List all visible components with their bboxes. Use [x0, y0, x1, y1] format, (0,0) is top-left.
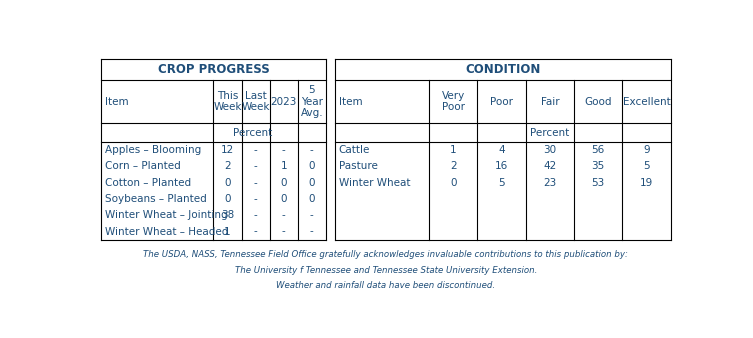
Text: CROP PROGRESS: CROP PROGRESS	[157, 63, 270, 76]
Text: -: -	[254, 145, 258, 155]
Text: Item: Item	[339, 97, 362, 106]
Text: 35: 35	[592, 162, 605, 171]
Text: CONDITION: CONDITION	[465, 63, 541, 76]
Text: Percent: Percent	[530, 127, 569, 138]
Text: The University f Tennessee and Tennessee State University Extension.: The University f Tennessee and Tennessee…	[235, 266, 537, 275]
Text: Cattle: Cattle	[339, 145, 370, 155]
Text: 0: 0	[280, 178, 287, 188]
Text: Winter Wheat – Jointing: Winter Wheat – Jointing	[105, 210, 227, 220]
Text: 5: 5	[643, 162, 650, 171]
Text: -: -	[254, 178, 258, 188]
Text: The USDA, NASS, Tennessee Field Office gratefully acknowledges invaluable contri: The USDA, NASS, Tennessee Field Office g…	[144, 250, 628, 259]
Text: -: -	[282, 226, 285, 237]
Text: 53: 53	[592, 178, 605, 188]
Text: This
Week: This Week	[213, 91, 242, 113]
Text: 9: 9	[643, 145, 650, 155]
Text: 0: 0	[309, 162, 315, 171]
Text: Weather and rainfall data have been discontinued.: Weather and rainfall data have been disc…	[276, 281, 495, 290]
Text: -: -	[254, 194, 258, 204]
Text: 1: 1	[280, 162, 287, 171]
Text: 0: 0	[450, 178, 456, 188]
Text: Pasture: Pasture	[339, 162, 377, 171]
Text: 1: 1	[450, 145, 456, 155]
Text: 42: 42	[543, 162, 556, 171]
Text: Soybeans – Planted: Soybeans – Planted	[105, 194, 206, 204]
Text: -: -	[310, 226, 314, 237]
Text: -: -	[310, 145, 314, 155]
Text: -: -	[254, 162, 258, 171]
Text: 2: 2	[224, 162, 231, 171]
Text: 0: 0	[309, 194, 315, 204]
Text: -: -	[282, 145, 285, 155]
Text: Fair: Fair	[541, 97, 559, 106]
Text: 2: 2	[450, 162, 456, 171]
Text: Cotton – Planted: Cotton – Planted	[105, 178, 191, 188]
Text: Winter Wheat – Headed: Winter Wheat – Headed	[105, 226, 228, 237]
Text: Apples – Blooming: Apples – Blooming	[105, 145, 201, 155]
Text: Very
Poor: Very Poor	[441, 91, 465, 113]
Text: 23: 23	[543, 178, 556, 188]
Text: 5: 5	[498, 178, 505, 188]
Text: Good: Good	[584, 97, 612, 106]
Text: 30: 30	[544, 145, 556, 155]
Text: 19: 19	[640, 178, 653, 188]
Text: Item: Item	[105, 97, 128, 106]
Text: Percent: Percent	[233, 127, 272, 138]
Text: 0: 0	[280, 194, 287, 204]
Text: Corn – Planted: Corn – Planted	[105, 162, 181, 171]
Text: -: -	[310, 210, 314, 220]
Text: 0: 0	[224, 178, 230, 188]
Text: 0: 0	[309, 178, 315, 188]
Text: 38: 38	[221, 210, 234, 220]
Text: 0: 0	[224, 194, 230, 204]
Text: 2023: 2023	[270, 97, 297, 106]
Text: Excellent: Excellent	[623, 97, 670, 106]
Text: 16: 16	[495, 162, 508, 171]
Text: 4: 4	[498, 145, 505, 155]
Text: 1: 1	[224, 226, 231, 237]
Text: 5
Year
Avg.: 5 Year Avg.	[300, 85, 323, 118]
Text: Last
Week: Last Week	[242, 91, 270, 113]
Text: Poor: Poor	[490, 97, 513, 106]
Text: 12: 12	[221, 145, 234, 155]
Text: -: -	[254, 226, 258, 237]
Text: Winter Wheat: Winter Wheat	[339, 178, 410, 188]
Text: 56: 56	[592, 145, 605, 155]
Text: -: -	[254, 210, 258, 220]
Text: -: -	[282, 210, 285, 220]
